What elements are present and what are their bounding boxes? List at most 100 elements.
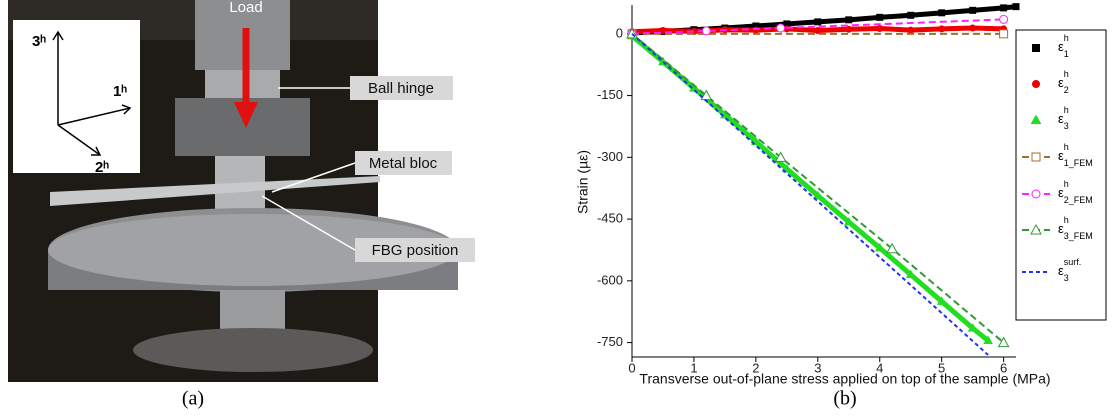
photo: 3ʰ 1ʰ 2ʰ Load Ball hinge Metal bloc FBG …	[8, 0, 475, 382]
legend-symbol: ε	[1058, 221, 1064, 236]
marker	[659, 27, 667, 35]
legend-sub: 3	[1064, 273, 1069, 283]
marker	[997, 336, 1010, 348]
marker	[967, 323, 978, 332]
legend-sup: h	[1064, 179, 1069, 189]
marker	[781, 163, 792, 173]
model-line	[631, 33, 989, 356]
y-tick-label: -300	[597, 149, 623, 164]
legend-marker	[1031, 189, 1041, 199]
inset-arrows	[52, 30, 132, 156]
x-tick-label: 5	[938, 360, 945, 375]
caption: (b)	[833, 388, 856, 410]
marker	[845, 16, 853, 24]
callout-lines	[261, 87, 356, 251]
legend-symbol: ε	[1058, 111, 1064, 126]
legend-marker	[1031, 152, 1041, 162]
marker	[774, 151, 787, 162]
y-tick-label: 0	[616, 25, 623, 40]
marker	[812, 190, 823, 200]
marker	[876, 24, 884, 32]
legend-symbol: ε	[1058, 148, 1064, 163]
legend-symbol: ε	[1058, 75, 1064, 90]
legend-marker	[1032, 80, 1040, 88]
legend-sup: h	[1064, 33, 1069, 43]
marker	[969, 24, 977, 32]
marker	[969, 6, 977, 14]
x-tick-label: 6	[1000, 360, 1007, 375]
marker	[814, 27, 822, 35]
legend-marker	[1030, 114, 1042, 124]
load-arrow	[234, 28, 258, 128]
caption: (a)	[182, 388, 204, 410]
marker	[1000, 4, 1008, 12]
legend-symbol: ε	[1058, 263, 1064, 278]
legend-symbol: ε	[1058, 185, 1064, 200]
callout-box	[355, 151, 452, 175]
marker	[886, 242, 898, 254]
legend-label: εh 2_FEM	[1058, 179, 1093, 205]
legend-sub: 2	[1064, 85, 1069, 95]
x-tick-label: 1	[690, 360, 697, 375]
callout-label: Metal bloc	[369, 155, 438, 172]
legend-label: εh 3_FEM	[1058, 215, 1093, 241]
legend-sup: surf.	[1064, 257, 1082, 267]
callout-box	[350, 76, 453, 100]
y-tick-label: -150	[597, 87, 623, 102]
marker	[936, 296, 947, 305]
marker	[776, 23, 786, 33]
model-line	[631, 33, 1005, 344]
marker	[876, 13, 884, 21]
y-axis-label: Strain (µε)	[575, 150, 591, 214]
legend-sub: 2_FEM	[1064, 195, 1093, 205]
legend-sub: 3	[1064, 121, 1069, 131]
marker	[845, 25, 853, 33]
marker	[874, 242, 885, 252]
y-tick-label: -750	[597, 334, 623, 349]
load-label: Load	[229, 0, 262, 16]
marker	[999, 14, 1009, 24]
marker	[814, 18, 822, 26]
marker	[983, 335, 993, 345]
legend-symbol: ε	[1058, 39, 1064, 54]
y-tick-label: -450	[597, 211, 623, 226]
marker	[938, 25, 946, 33]
legend-sub: 3_FEM	[1064, 231, 1093, 241]
axes-inset	[13, 20, 140, 173]
callout-box	[355, 238, 475, 262]
marker	[905, 269, 916, 279]
model-line	[631, 18, 1004, 35]
legend-marker	[1030, 223, 1042, 235]
legend-marker	[1032, 44, 1040, 52]
callout-label: FBG position	[372, 242, 459, 259]
legend-sub: 1_FEM	[1064, 158, 1093, 168]
axis-3-label: 3ʰ	[32, 33, 46, 50]
legend-sub: 1	[1064, 49, 1069, 59]
legend-label: εh 1	[1058, 33, 1069, 59]
legend-sup: h	[1064, 142, 1069, 152]
marker	[999, 29, 1009, 39]
legend-label: εh 3	[1058, 105, 1069, 131]
legend-sup: h	[1064, 215, 1069, 225]
x-tick-label: 2	[752, 360, 759, 375]
axis-2-label: 2ʰ	[95, 159, 109, 176]
axis-1-label: 1ʰ	[113, 83, 127, 100]
y-tick-label: -600	[597, 272, 623, 287]
marker	[701, 26, 711, 36]
marker	[1012, 3, 1020, 11]
legend-label: εsurf. 3	[1058, 257, 1081, 283]
marker	[843, 216, 854, 226]
legend-sup: h	[1064, 105, 1069, 115]
marker	[907, 26, 915, 34]
marker	[938, 9, 946, 17]
x-tick-label: 3	[814, 360, 821, 375]
x-tick-label: 0	[628, 360, 635, 375]
x-tick-label: 4	[876, 360, 883, 375]
x-axis-label: Transverse out-of-plane stress applied o…	[639, 371, 1050, 387]
marker	[907, 11, 915, 19]
legend-sup: h	[1064, 69, 1069, 79]
legend-label: εh 1_FEM	[1058, 142, 1093, 168]
callout-label: Ball hinge	[368, 80, 434, 97]
legend-label: εh 2	[1058, 69, 1069, 95]
